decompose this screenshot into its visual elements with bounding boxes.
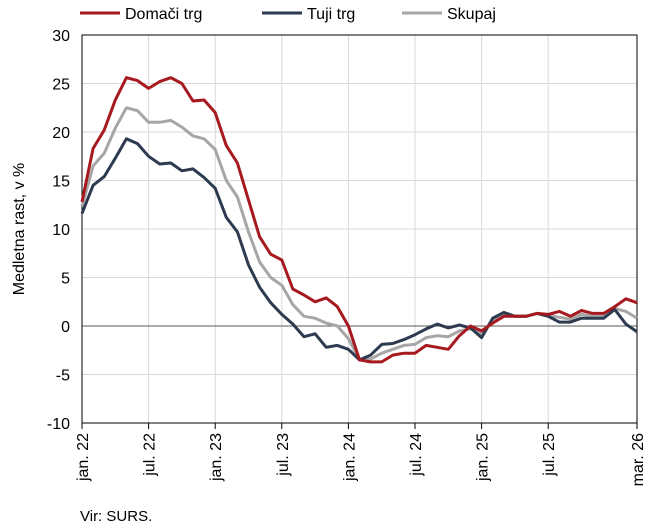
source-note: Vir: SURS. <box>80 508 153 525</box>
x-tick-label: jul. 23 <box>275 433 292 477</box>
legend-label: Domači trg <box>125 6 202 23</box>
x-tick-label: jan. 25 <box>475 433 492 482</box>
y-tick-label: 5 <box>61 271 70 288</box>
x-tick-label: mar. 26 <box>630 433 647 486</box>
legend: Domači trg Tuji trg Skupaj <box>80 6 496 23</box>
series-line-tuji-trg <box>80 137 638 362</box>
x-tick-label: jul. 22 <box>142 433 159 477</box>
x-tick-label: jan. 22 <box>75 433 92 482</box>
y-tick-label: 20 <box>52 125 70 142</box>
y-axis-title: Medletna rast, v % <box>11 163 28 296</box>
y-tick-label: -10 <box>47 416 70 433</box>
y-tick-label: 0 <box>61 319 70 336</box>
gridlines <box>82 35 637 423</box>
series-line-doma-i-trg <box>80 76 638 364</box>
legend-label: Tuji trg <box>307 6 355 23</box>
x-tick-label: jan. 24 <box>341 433 358 482</box>
x-axis-tick-labels: jan. 22 jul. 22 jan. 23 jul. 23 jan. 24 jul. … <box>75 423 647 486</box>
y-axis-tick-labels: -10 -5 0 5 10 15 20 25 30 <box>47 28 70 433</box>
plot-frame <box>81 34 638 424</box>
y-tick-label: 25 <box>52 77 70 94</box>
y-tick-label: 10 <box>52 222 70 239</box>
legend-label: Skupaj <box>447 6 496 23</box>
y-tick-label: -5 <box>56 368 70 385</box>
y-tick-label: 30 <box>52 28 70 45</box>
x-tick-label: jul. 25 <box>541 433 558 477</box>
series-lines <box>80 76 638 364</box>
series-line-skupaj <box>80 106 638 362</box>
x-tick-label: jul. 24 <box>408 433 425 477</box>
x-tick-label: jan. 23 <box>208 433 225 482</box>
y-tick-label: 15 <box>52 174 70 191</box>
